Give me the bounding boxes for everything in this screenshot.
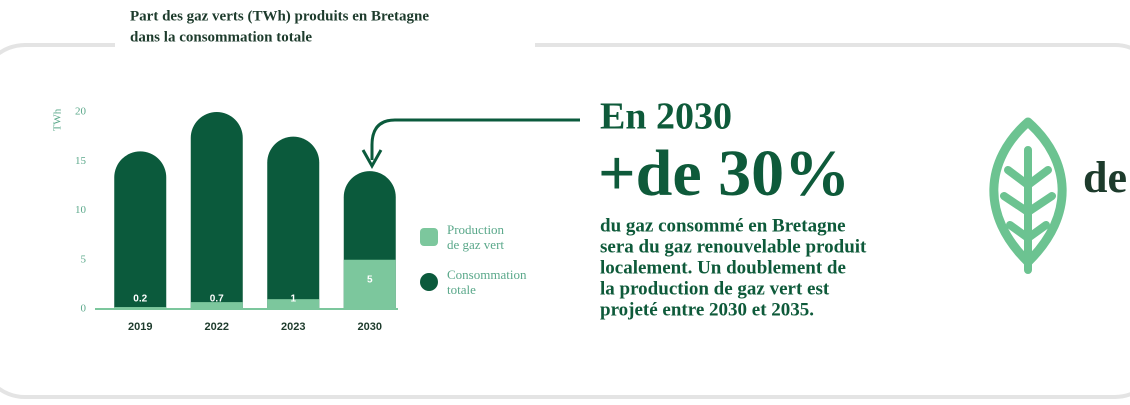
leaf-veins bbox=[1000, 146, 1056, 274]
bar-green-gas bbox=[190, 302, 243, 309]
arrow bbox=[370, 118, 580, 160]
title-backdrop bbox=[115, 0, 535, 52]
x-tick-label: 2030 bbox=[358, 321, 382, 333]
paragraph-line: sera du gaz renouvelable produit bbox=[600, 236, 867, 257]
x-tick-label: 2023 bbox=[281, 321, 305, 333]
data-label: 5 bbox=[367, 274, 373, 285]
bar-total bbox=[114, 151, 167, 309]
paragraph-line: la production de gaz vert est bbox=[600, 278, 830, 299]
bar-total bbox=[190, 112, 243, 310]
card-border bbox=[0, 43, 1130, 399]
data-label: 0.7 bbox=[210, 294, 224, 305]
headline: En 2030 bbox=[600, 96, 732, 138]
data-label: 1 bbox=[290, 294, 296, 305]
y-tick-label: 0 bbox=[81, 303, 87, 315]
y-tick-label: 20 bbox=[75, 106, 87, 118]
paragraph-line: localement. Un doublement de bbox=[600, 257, 846, 278]
arrow-head bbox=[361, 149, 383, 170]
chart-title: dans la consommation totale bbox=[130, 29, 312, 45]
y-tick-label: 10 bbox=[75, 204, 87, 216]
bar-total bbox=[267, 136, 320, 309]
x-tick-label: 2022 bbox=[205, 321, 229, 333]
chart-title: Part des gaz verts (TWh) produits en Bre… bbox=[130, 8, 429, 24]
bar-green-gas bbox=[343, 259, 396, 309]
paragraph-line: projeté entre 2030 et 2035. bbox=[600, 299, 814, 320]
data-label: 0.2 bbox=[133, 294, 147, 305]
legend-swatch bbox=[420, 273, 438, 291]
bar-green-gas bbox=[267, 299, 320, 309]
big-figure: +de 30% bbox=[598, 137, 850, 210]
y-tick-label: 15 bbox=[75, 155, 87, 167]
legend-label: Consommation totale bbox=[447, 267, 527, 297]
legend-label: Production de gaz vert bbox=[447, 222, 505, 252]
y-tick-label: 5 bbox=[81, 253, 87, 265]
paragraph-line: du gaz consommé en Bretagne bbox=[600, 215, 846, 236]
y-axis-label: TWh bbox=[52, 108, 64, 131]
cut-text: de bbox=[1083, 153, 1127, 202]
legend-swatch bbox=[420, 228, 438, 246]
x-tick-label: 2019 bbox=[128, 321, 152, 333]
